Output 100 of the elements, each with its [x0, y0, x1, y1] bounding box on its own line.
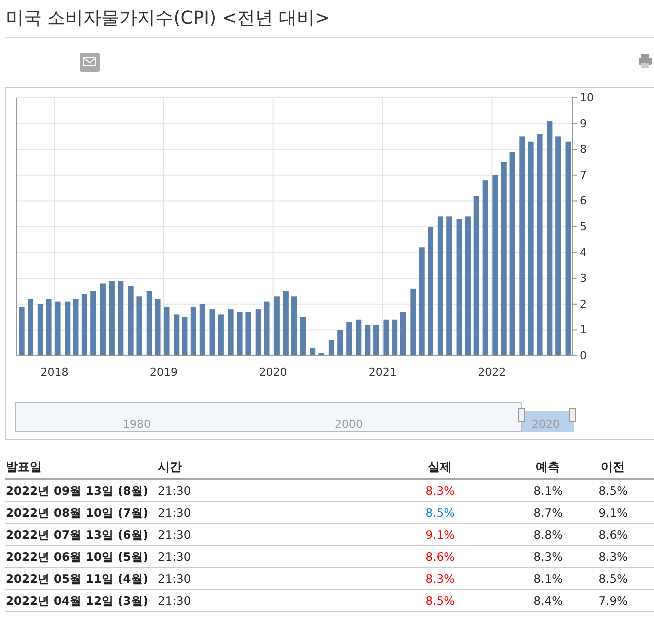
y-tick-label: 5: [580, 220, 587, 234]
bar: [384, 320, 390, 356]
category-label: 2022년 05월 11일 (4월): [6, 572, 149, 586]
bar: [482, 180, 488, 356]
bar: [174, 314, 180, 356]
text: 21:30: [158, 506, 192, 520]
x-tick-label: 2022: [478, 366, 506, 379]
bar: [200, 304, 206, 356]
bar: [164, 306, 170, 356]
bar: [456, 219, 462, 356]
bar: [228, 310, 234, 356]
text: 8.1%: [534, 572, 563, 586]
text: 21:30: [158, 528, 192, 542]
bar: [246, 312, 252, 356]
bar: [292, 296, 297, 356]
category-label: 2022년 08월 10일 (7월): [6, 506, 149, 520]
bar: [492, 175, 498, 356]
bar: [438, 216, 444, 356]
category-label: 시간: [158, 460, 182, 474]
bar: [218, 314, 224, 356]
bar: [136, 296, 142, 356]
bar: [419, 248, 425, 356]
text: 7.9%: [598, 594, 628, 608]
bar: [256, 310, 262, 356]
text: 1980: [123, 418, 151, 431]
y-tick-label: 8: [580, 143, 587, 156]
bar: [109, 281, 115, 356]
bar: [46, 299, 52, 356]
bar: [547, 121, 553, 356]
bar: [118, 281, 124, 356]
text: 2000: [335, 418, 363, 431]
y-tick-label: 10: [580, 92, 594, 105]
bar: [537, 134, 543, 356]
text: 8.5%: [598, 572, 628, 586]
bar: [210, 310, 216, 356]
text: 8.3%: [534, 550, 563, 564]
bar: [428, 227, 434, 356]
text: 8.5%: [426, 506, 455, 520]
bar: [338, 330, 344, 356]
category-label: 실제: [428, 460, 452, 474]
text: 8.5%: [426, 594, 455, 608]
text: 8.6%: [426, 550, 455, 564]
text: 21:30: [158, 484, 192, 498]
x-tick-label: 2020: [259, 366, 288, 379]
x-tick-label: 2021: [368, 366, 397, 379]
bar: [528, 142, 534, 356]
bar: [73, 299, 79, 356]
text: 8.4%: [534, 594, 563, 608]
y-tick-label: 1: [580, 324, 587, 337]
text: 8.3%: [426, 484, 455, 498]
bar: [90, 292, 96, 356]
bar: [300, 317, 306, 356]
y-tick-label: 4: [580, 246, 587, 260]
bar: [274, 296, 280, 356]
bar: [510, 152, 516, 356]
chart-title: 미국 소비자물가지수(CPI) <전년 대비>: [6, 8, 330, 29]
text: 9.1%: [598, 506, 628, 520]
text: 8.3%: [598, 550, 628, 564]
y-tick-label: 7: [580, 168, 587, 182]
text: 8.1%: [534, 484, 563, 498]
bar: [400, 312, 406, 356]
text: 8.5%: [598, 484, 628, 498]
bar: [520, 136, 526, 356]
bar: [100, 284, 106, 356]
category-label: 2022년 07월 13일 (6월): [6, 528, 149, 542]
bar: [410, 288, 416, 356]
y-tick-label: 2: [580, 298, 587, 311]
category-label: 예측: [536, 460, 560, 474]
category-label: 2022년 09월 13일 (8월): [6, 484, 149, 498]
bar: [55, 302, 61, 356]
text: 8.7%: [534, 506, 563, 520]
bar: [237, 312, 243, 356]
bar: [264, 302, 270, 356]
category-label: 이전: [601, 460, 625, 474]
bar: [182, 317, 188, 356]
bar: [310, 348, 316, 356]
bar: [365, 325, 371, 356]
text: 21:30: [158, 594, 192, 608]
bar: [82, 294, 88, 356]
text: 21:30: [158, 572, 192, 586]
bar: [474, 196, 480, 356]
bar: [155, 299, 161, 356]
text: 8.8%: [534, 528, 563, 542]
bar: [65, 302, 71, 356]
bar: [374, 325, 380, 356]
x-tick-label: 2019: [150, 366, 178, 379]
category-label: 발표일: [6, 460, 42, 474]
text: 8.6%: [598, 528, 628, 542]
x-tick-label: 2018: [40, 366, 69, 379]
bar: [501, 162, 507, 356]
text: 8.3%: [426, 572, 455, 586]
bar: [146, 292, 152, 356]
bar: [556, 136, 562, 356]
bar: [346, 322, 352, 356]
text: 2020: [532, 418, 560, 431]
y-tick-label: 3: [580, 272, 587, 286]
bar: [328, 340, 334, 356]
bar: [190, 306, 196, 356]
bar: [465, 216, 471, 356]
y-tick-label: 0: [580, 350, 587, 363]
